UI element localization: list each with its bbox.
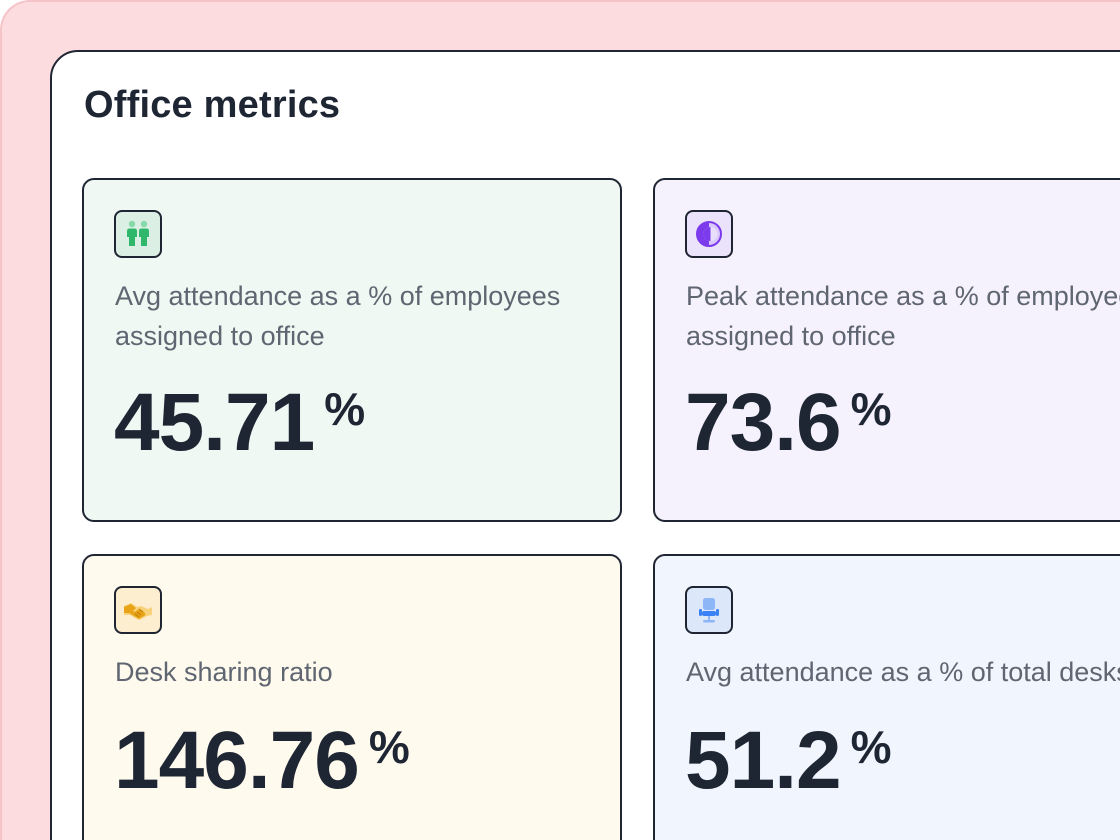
people-icon bbox=[114, 210, 162, 258]
metric-value: 73.6 bbox=[685, 377, 842, 468]
metric-value-group: 73.6 % bbox=[685, 378, 892, 468]
metric-value: 51.2 bbox=[685, 715, 842, 806]
metric-unit: % bbox=[368, 721, 410, 773]
metric-label: Desk sharing ratio bbox=[115, 657, 333, 687]
metric-value-group: 146.76 % bbox=[114, 716, 410, 806]
metric-value: 45.71 bbox=[114, 377, 315, 468]
metric-label: Avg attendance as a % of total desks bbox=[686, 657, 1120, 687]
metric-value-group: 45.71 % bbox=[114, 378, 365, 468]
metric-label: Avg attendance as a % of employees assig… bbox=[115, 281, 561, 351]
metric-card-peak-attendance: Peak attendance as a % of employees assi… bbox=[653, 178, 1120, 522]
metric-unit: % bbox=[324, 383, 366, 435]
page-title: Office metrics bbox=[84, 84, 341, 126]
metric-card-avg-attendance-desks: Avg attendance as a % of total desks 51.… bbox=[653, 554, 1120, 840]
office-chair-icon bbox=[685, 586, 733, 634]
metric-value: 146.76 bbox=[114, 715, 360, 806]
metric-label: Peak attendance as a % of employees assi… bbox=[686, 281, 1120, 351]
metric-card-desk-sharing: Desk sharing ratio 146.76 % bbox=[82, 554, 622, 840]
metric-value-group: 51.2 % bbox=[685, 716, 892, 806]
metric-card-avg-attendance-assigned: Avg attendance as a % of employees assig… bbox=[82, 178, 622, 522]
half-circle-icon bbox=[685, 210, 733, 258]
office-metrics-panel: Office metrics Avg attendance as a % of … bbox=[50, 50, 1120, 840]
metric-unit: % bbox=[850, 721, 892, 773]
handshake-icon bbox=[114, 586, 162, 634]
metric-unit: % bbox=[850, 383, 892, 435]
